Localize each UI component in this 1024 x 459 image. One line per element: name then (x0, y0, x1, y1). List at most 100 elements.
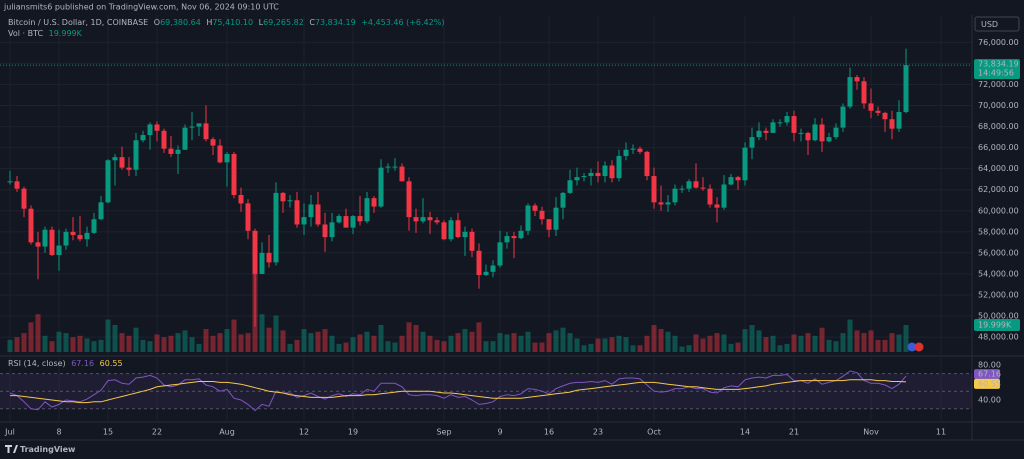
candle-body (252, 230, 258, 274)
candle-body (896, 112, 902, 129)
candle-body (833, 127, 839, 138)
candle-body (147, 124, 153, 135)
candle-body (742, 147, 748, 181)
candle-body (861, 81, 867, 104)
x-tick-label: 8 (56, 428, 61, 437)
volume-bar (287, 343, 293, 352)
volume-bar (847, 319, 853, 352)
volume-bar (189, 337, 195, 352)
volume-bar (196, 343, 202, 352)
volume-bar (168, 335, 174, 352)
candle-body (28, 208, 34, 243)
volume-bar (714, 333, 720, 352)
rsi-ma-last: 60.55 (100, 359, 123, 368)
volume-bar (350, 337, 356, 352)
x-tick-label: Nov (863, 428, 879, 437)
candle-body (532, 205, 538, 211)
rsi-badge-label: 60.55 (978, 379, 1001, 388)
volume-bar (140, 339, 146, 352)
volume-bar (105, 319, 111, 352)
candle-body (840, 106, 846, 128)
x-tick-label: 12 (299, 428, 309, 437)
candle-body (602, 165, 608, 177)
volume-bar (672, 335, 678, 352)
footer-brand: TradingView (20, 445, 76, 454)
symbol: Bitcoin / U.S. Dollar, 1D, COINBASE (8, 18, 148, 27)
volume-bar (245, 333, 251, 352)
logo-mark (5, 445, 18, 453)
volume-bar (364, 331, 370, 352)
candle-body (490, 265, 496, 272)
y-tick-label: 60,000.00 (978, 206, 1019, 215)
candle-body (385, 166, 391, 168)
candle-body (35, 242, 41, 247)
volume-bar (896, 334, 902, 352)
candle-body (658, 202, 664, 205)
volume-bar (630, 345, 636, 352)
volume-bar (210, 335, 216, 352)
event-flag[interactable] (907, 342, 917, 352)
event-flag[interactable] (914, 342, 924, 352)
candle-body (329, 222, 335, 238)
x-tick-label: Oct (647, 428, 661, 437)
volume-bar (371, 335, 377, 352)
candle-body (420, 217, 426, 222)
ohlc-value: 75,410.10 (212, 18, 253, 27)
candle-body (686, 181, 692, 189)
volume-bar (812, 335, 818, 352)
volume-bar (161, 337, 167, 352)
x-tick-label: 23 (593, 428, 603, 437)
candle-body (217, 145, 223, 163)
volume-bar (427, 335, 433, 352)
candle-body (98, 202, 104, 220)
candle-body (231, 153, 237, 195)
candle-body (847, 77, 853, 107)
candle-body (7, 181, 13, 183)
candle-body (476, 250, 482, 275)
candle-body (714, 204, 720, 208)
volume-bar (483, 341, 489, 352)
volume-bar (840, 333, 846, 352)
candle-body (735, 177, 741, 181)
candle-body (63, 231, 69, 246)
candle-body (238, 195, 244, 204)
candle-body (301, 217, 307, 225)
volume-bar (735, 342, 741, 352)
currency-box[interactable] (974, 16, 1020, 32)
volume-bar (294, 339, 300, 352)
candle-body (378, 167, 384, 207)
volume-bar (238, 334, 244, 352)
x-tick-label: 15 (103, 428, 113, 437)
candle-body (805, 132, 811, 141)
currency[interactable]: USD (981, 20, 998, 29)
volume-bar (154, 334, 160, 352)
candle-body (504, 236, 510, 243)
x-tick-label: Sep (436, 428, 451, 437)
candle-body (42, 229, 48, 247)
candle-body (497, 242, 503, 266)
volume-bar (721, 334, 727, 352)
x-tick-label: 14 (740, 428, 750, 437)
volume-bar (637, 345, 643, 352)
volume-bar (49, 341, 55, 352)
volume-bar (301, 329, 307, 352)
rsi-pane (0, 370, 972, 412)
volume-bar (119, 333, 125, 352)
volume-bar (644, 335, 650, 352)
candle-body (224, 153, 230, 163)
candle-body (371, 198, 377, 207)
candle-body (756, 130, 762, 138)
volume-bar (399, 335, 405, 352)
candle-body (763, 130, 769, 133)
volume-bar (462, 329, 468, 352)
volume-bar (665, 331, 671, 352)
ohlc-key: H (206, 18, 212, 27)
candle-body (588, 172, 594, 177)
candle-body (77, 235, 83, 240)
volume-bar (259, 314, 265, 352)
volume-bar (707, 335, 713, 352)
candle-body (812, 124, 818, 141)
candle-body (749, 137, 755, 148)
candle-body (294, 200, 300, 225)
